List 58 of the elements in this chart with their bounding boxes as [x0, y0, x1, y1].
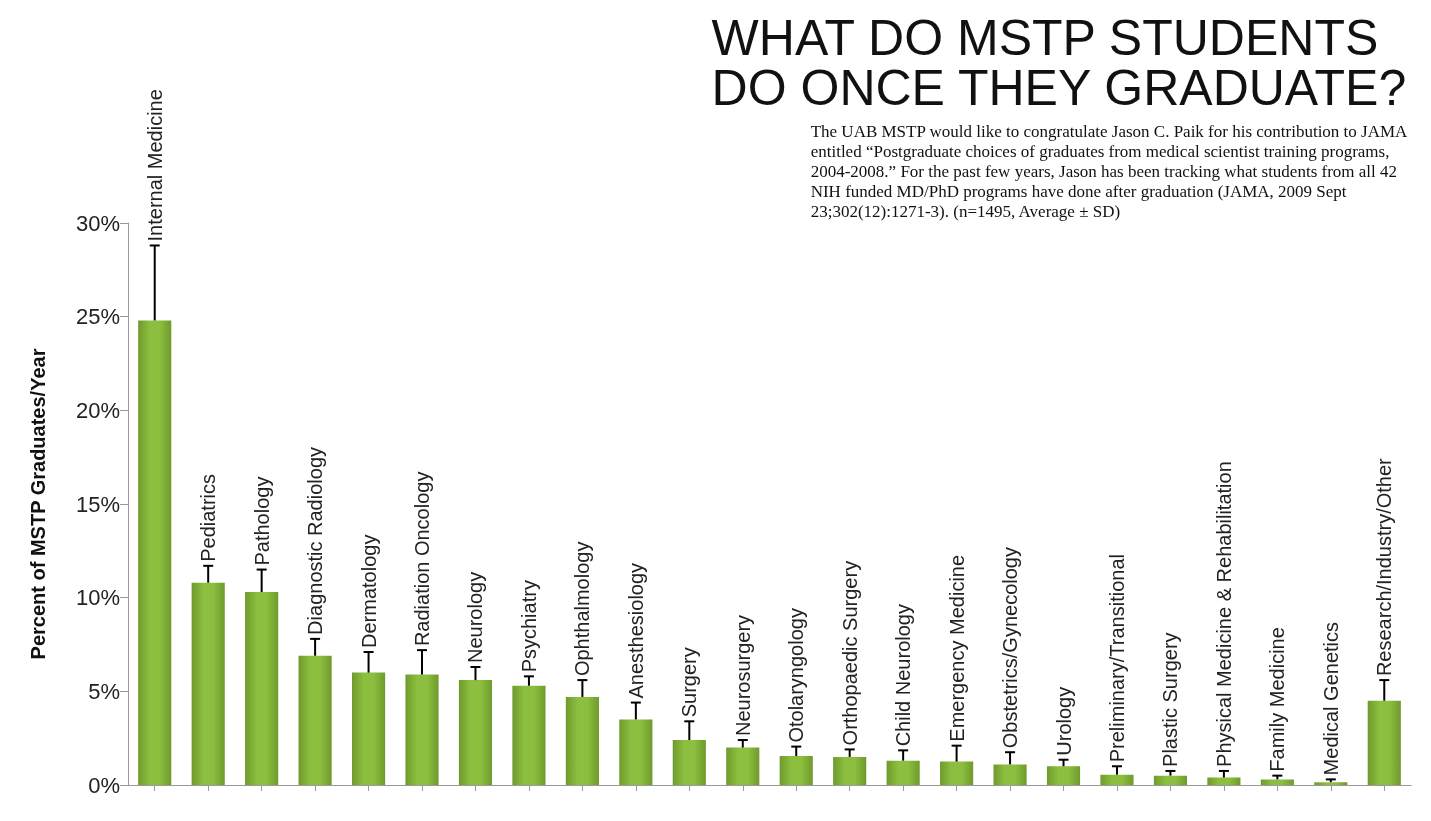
x-tick-label: Ophthalmology [571, 541, 594, 677]
bar [619, 719, 653, 785]
bar [458, 680, 493, 785]
bar [1314, 782, 1348, 785]
bar [672, 740, 706, 785]
bar [1153, 775, 1188, 785]
y-tick-label: 30% [75, 210, 120, 236]
x-tick-label: Neurosurgery [731, 614, 754, 737]
bar [512, 685, 546, 785]
bar [351, 672, 386, 785]
x-tick-label: Child Neurology [892, 604, 915, 747]
bar [1260, 779, 1294, 785]
bar [565, 696, 599, 785]
x-tick-label: Research/Industry/Other [1373, 457, 1396, 677]
chart-subtitle: The UAB MSTP would like to congratulate Jason C. Paik for his contribution to JAMA entitled “Postgraduate choices of graduates from medical scientist training programs, 2004-2008.” For the past few years, Jason has been tracking what students from all 42 NIH funded MD/PhD programs have done after graduation (JAMA, 2009 Sept 23;302(12):1271-3). (n=1495, Average ± SD) [810, 121, 1409, 221]
x-tick-label: Preliminary/Transitional [1105, 554, 1128, 763]
y-tick-label: 5% [88, 678, 120, 704]
bar [405, 674, 439, 785]
x-tick-label: Psychiatry [517, 580, 540, 673]
x-tick-label: Neurology [464, 571, 487, 663]
x-tick-label: Emergency Medicine [945, 554, 968, 742]
x-tick-label: Radiation Oncology [411, 471, 434, 647]
bar [138, 320, 172, 785]
x-tick-label: Plastic Surgery [1159, 632, 1182, 767]
x-tick-label: Dermatology [357, 534, 380, 648]
bar [779, 755, 813, 785]
bar [1367, 700, 1401, 785]
y-tick-label: 15% [75, 491, 120, 517]
x-tick-label: Obstetrics/Gynecology [999, 547, 1022, 749]
x-tick-label: Orthopaedic Surgery [838, 560, 861, 746]
y-axis-title: Percent of MSTP Graduates/Year [27, 348, 49, 660]
bar [298, 655, 332, 785]
bar [1207, 777, 1241, 785]
x-tick-label: Pathology [250, 476, 273, 566]
bar [833, 756, 867, 785]
bar [1046, 766, 1081, 785]
x-tick-label: Diagnostic Radiology [304, 446, 327, 635]
bar [886, 760, 920, 785]
bar [940, 761, 974, 785]
bar [993, 764, 1027, 785]
bar [1100, 774, 1134, 785]
bar [245, 592, 279, 785]
bar [726, 747, 760, 785]
bar [191, 582, 225, 785]
y-tick-label: 0% [88, 772, 120, 798]
x-tick-label: Urology [1052, 686, 1075, 756]
chart-title: WHAT DO MSTP STUDENTS DO ONCE THEY GRADUATE? [711, 10, 1407, 116]
x-tick-label: Pediatrics [197, 474, 220, 562]
x-tick-label: Otolaryngology [785, 608, 808, 743]
x-tick-label: Medical Genetics [1319, 621, 1342, 776]
y-tick-label: 25% [75, 304, 120, 330]
x-tick-label: Surgery [678, 647, 701, 718]
y-tick-label: 10% [75, 585, 120, 611]
y-tick-label: 20% [75, 397, 120, 423]
x-tick-label: Internal Medicine [143, 89, 166, 242]
x-tick-label: Anesthesiology [624, 562, 647, 699]
x-tick-label: Physical Medicine & Rehabilitation [1212, 461, 1235, 767]
x-tick-label: Family Medicine [1266, 627, 1289, 772]
